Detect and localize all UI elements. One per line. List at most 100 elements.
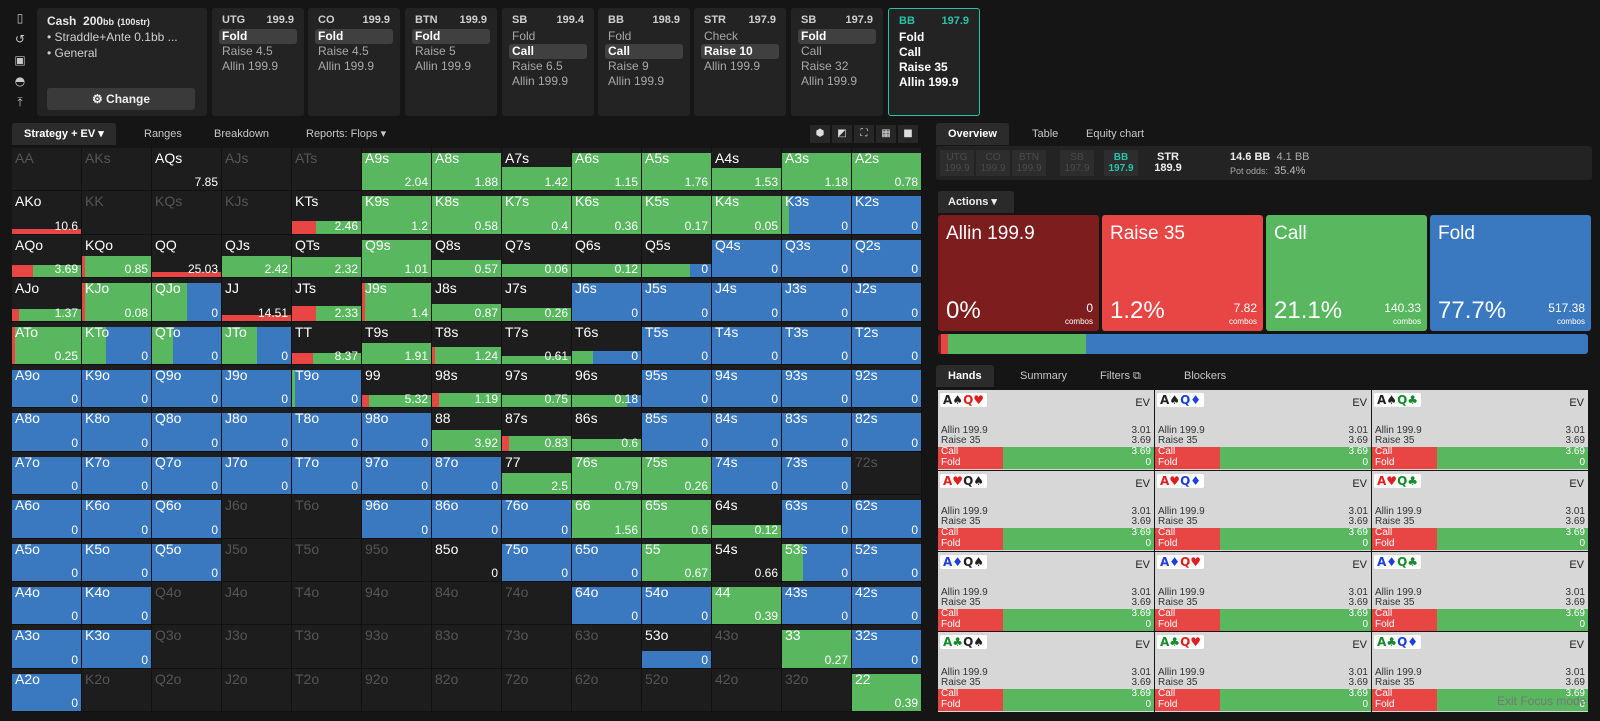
hand-cell[interactable]: T5o xyxy=(292,538,362,582)
hand-cell[interactable]: Q6s 0.12 xyxy=(572,234,642,279)
hand-cell[interactable]: T2o xyxy=(292,668,362,713)
bookmark-icon[interactable]: ▯ xyxy=(16,11,24,25)
hand-cell[interactable]: K4o 0 xyxy=(82,581,152,626)
hand-cell[interactable]: 43s 0 xyxy=(782,581,852,626)
hand-cell[interactable]: K4s 0.05 xyxy=(712,191,782,235)
hand-cell[interactable]: 44 0.39 xyxy=(712,581,782,626)
hand-cell[interactable]: K8o 0 xyxy=(82,408,152,452)
hand-cell[interactable]: 54o 0 xyxy=(642,581,712,626)
hand-cell[interactable]: Q7s 0.06 xyxy=(502,234,572,279)
hand-cell[interactable]: 96o 0 xyxy=(362,495,432,539)
action-box-raise[interactable]: Raise 35 1.2% 7.82 combos xyxy=(1102,215,1263,331)
hand-cell[interactable]: Q5s 0 xyxy=(642,234,712,279)
position-action[interactable]: Fold xyxy=(608,29,632,43)
position-action[interactable]: Call xyxy=(605,44,683,59)
seat-utg[interactable]: UTG 199.9 xyxy=(940,150,974,176)
hand-cell[interactable]: 22 0.39 xyxy=(852,668,922,713)
hand-combo-card[interactable]: A♣Q♦ EV Allin 199.9 3.01 Raise 35 3.69 Call 3.6… xyxy=(1372,632,1588,712)
hand-cell[interactable]: KJs xyxy=(222,191,292,235)
seat-co[interactable]: CO 199.9 xyxy=(976,150,1010,176)
position-action[interactable]: Fold xyxy=(798,29,876,44)
hand-cell[interactable]: 97o 0 xyxy=(362,451,432,496)
hand-cell[interactable]: 62s 0 xyxy=(852,495,922,539)
hand-cell[interactable]: 92s 0 xyxy=(852,364,922,409)
hand-cell[interactable]: AQo 3.69 xyxy=(12,234,82,279)
hand-cell[interactable]: 72s xyxy=(852,451,922,496)
hand-combo-card[interactable]: A♦Q♥ EV Allin 199.9 3.01 Raise 35 3.69 Call 3.6… xyxy=(1155,551,1371,632)
position-card-str[interactable]: STR 197.9 Check Raise 10 Allin 199.9 xyxy=(694,8,786,116)
hand-cell[interactable]: T8o 0 xyxy=(292,408,362,452)
hand-cell[interactable]: K9s 1.2 xyxy=(362,191,432,235)
hand-cell[interactable]: K8s 0.58 xyxy=(432,191,502,235)
hand-cell[interactable]: Q3o xyxy=(152,625,222,669)
hand-cell[interactable]: A2o 0 xyxy=(12,668,82,713)
hand-cell[interactable]: 95o xyxy=(362,538,432,582)
position-action[interactable]: Allin 199.9 xyxy=(415,59,472,73)
position-card-co[interactable]: CO 199.9 Fold Raise 4.5 Allin 199.9 xyxy=(308,8,400,116)
seat-bb[interactable]: BB 197.9 xyxy=(1104,150,1138,176)
hand-cell[interactable]: T4o xyxy=(292,581,362,626)
hand-cell[interactable]: QTs 2.32 xyxy=(292,234,362,279)
hand-cell[interactable]: J3s 0 xyxy=(782,278,852,322)
contrast-view-icon[interactable]: ◩ xyxy=(832,125,852,143)
hand-cell[interactable]: 42o xyxy=(712,668,782,713)
hand-cell[interactable]: ATs xyxy=(292,148,362,192)
position-action[interactable]: Raise 32 xyxy=(801,59,849,73)
tab-hands[interactable]: Hands xyxy=(936,365,994,387)
history-icon[interactable]: ↺ xyxy=(14,32,26,46)
position-action[interactable]: Allin 199.9 xyxy=(704,59,761,73)
hand-cell[interactable]: KTs 2.46 xyxy=(292,191,362,235)
hand-cell[interactable]: J2s 0 xyxy=(852,278,922,322)
hand-cell[interactable]: T9o 0 xyxy=(292,364,362,409)
hand-cell[interactable]: A7s 1.42 xyxy=(502,148,572,192)
hand-cell[interactable]: 97s 0.75 xyxy=(502,364,572,409)
hand-cell[interactable]: J2o xyxy=(222,668,292,713)
position-action[interactable]: Fold xyxy=(219,29,297,44)
hand-cell[interactable]: J7s 0.26 xyxy=(502,278,572,322)
tab-table[interactable]: Table xyxy=(1032,128,1059,140)
position-action[interactable]: Call xyxy=(899,45,922,59)
position-action[interactable]: Call xyxy=(509,44,587,59)
hand-cell[interactable]: 98s 1.19 xyxy=(432,364,502,409)
position-action[interactable]: Raise 9 xyxy=(608,59,649,73)
hand-cell[interactable]: KQs xyxy=(152,191,222,235)
position-action[interactable]: Allin 199.9 xyxy=(899,75,959,89)
save-icon[interactable]: ▣ xyxy=(14,53,26,67)
hand-cell[interactable]: 92o xyxy=(362,668,432,713)
cube-view-icon[interactable]: ⬢ xyxy=(810,125,830,143)
hand-cell[interactable]: T7s 0.61 xyxy=(502,321,572,365)
hand-cell[interactable]: 55 0.67 xyxy=(642,538,712,582)
action-box-fold[interactable]: Fold 77.7% 517.38 combos xyxy=(1430,215,1591,331)
hand-cell[interactable]: AKs xyxy=(82,148,152,192)
hand-cell[interactable]: Q9o 0 xyxy=(152,364,222,409)
hand-combo-card[interactable]: A♠Q♣ EV Allin 199.9 3.01 Raise 35 3.69 Call 3.6… xyxy=(1372,390,1588,470)
hand-cell[interactable]: Q2s 0 xyxy=(852,234,922,279)
hand-cell[interactable]: 52o xyxy=(642,668,712,713)
seat-str[interactable]: STR 189.9 xyxy=(1154,151,1182,174)
hand-cell[interactable]: 66 1.56 xyxy=(572,495,642,539)
position-action[interactable]: Fold xyxy=(512,29,536,43)
hand-cell[interactable]: K6s 0.36 xyxy=(572,191,642,235)
hand-cell[interactable]: 83s 0 xyxy=(782,408,852,452)
position-card-utg[interactable]: UTG 199.9 Fold Raise 4.5 Allin 199.9 xyxy=(212,8,304,116)
hand-cell[interactable]: 75o 0 xyxy=(502,538,572,582)
hand-cell[interactable]: QJs 2.42 xyxy=(222,234,292,279)
hand-cell[interactable]: 82o xyxy=(432,668,502,713)
position-action[interactable]: Raise 35 xyxy=(899,60,948,74)
hand-cell[interactable]: 86o 0 xyxy=(432,495,502,539)
hand-cell[interactable]: J6o xyxy=(222,495,292,539)
hand-cell[interactable]: Q4s 0 xyxy=(712,234,782,279)
upload-icon[interactable]: ⤒ xyxy=(17,95,23,109)
position-card-bb[interactable]: BB 197.9 Fold Call Raise 35 Allin 199.9 xyxy=(888,8,980,116)
hand-cell[interactable]: T4s 0 xyxy=(712,321,782,365)
hand-cell[interactable]: 73s 0 xyxy=(782,451,852,496)
hand-cell[interactable]: 93s 0 xyxy=(782,364,852,409)
tab-reports-flops[interactable]: Reports: Flops ▾ xyxy=(306,128,387,140)
hand-combo-card[interactable]: A♠Q♦ EV Allin 199.9 3.01 Raise 35 3.69 Call 3.6… xyxy=(1155,390,1371,470)
hand-cell[interactable]: A9s 2.04 xyxy=(362,148,432,192)
hand-cell[interactable]: 73o xyxy=(502,625,572,669)
tab-summary[interactable]: Summary xyxy=(1020,370,1068,382)
hand-cell[interactable]: AA xyxy=(12,148,82,192)
tab-overview[interactable]: Overview xyxy=(936,123,1009,145)
position-action[interactable]: Fold xyxy=(412,29,490,44)
